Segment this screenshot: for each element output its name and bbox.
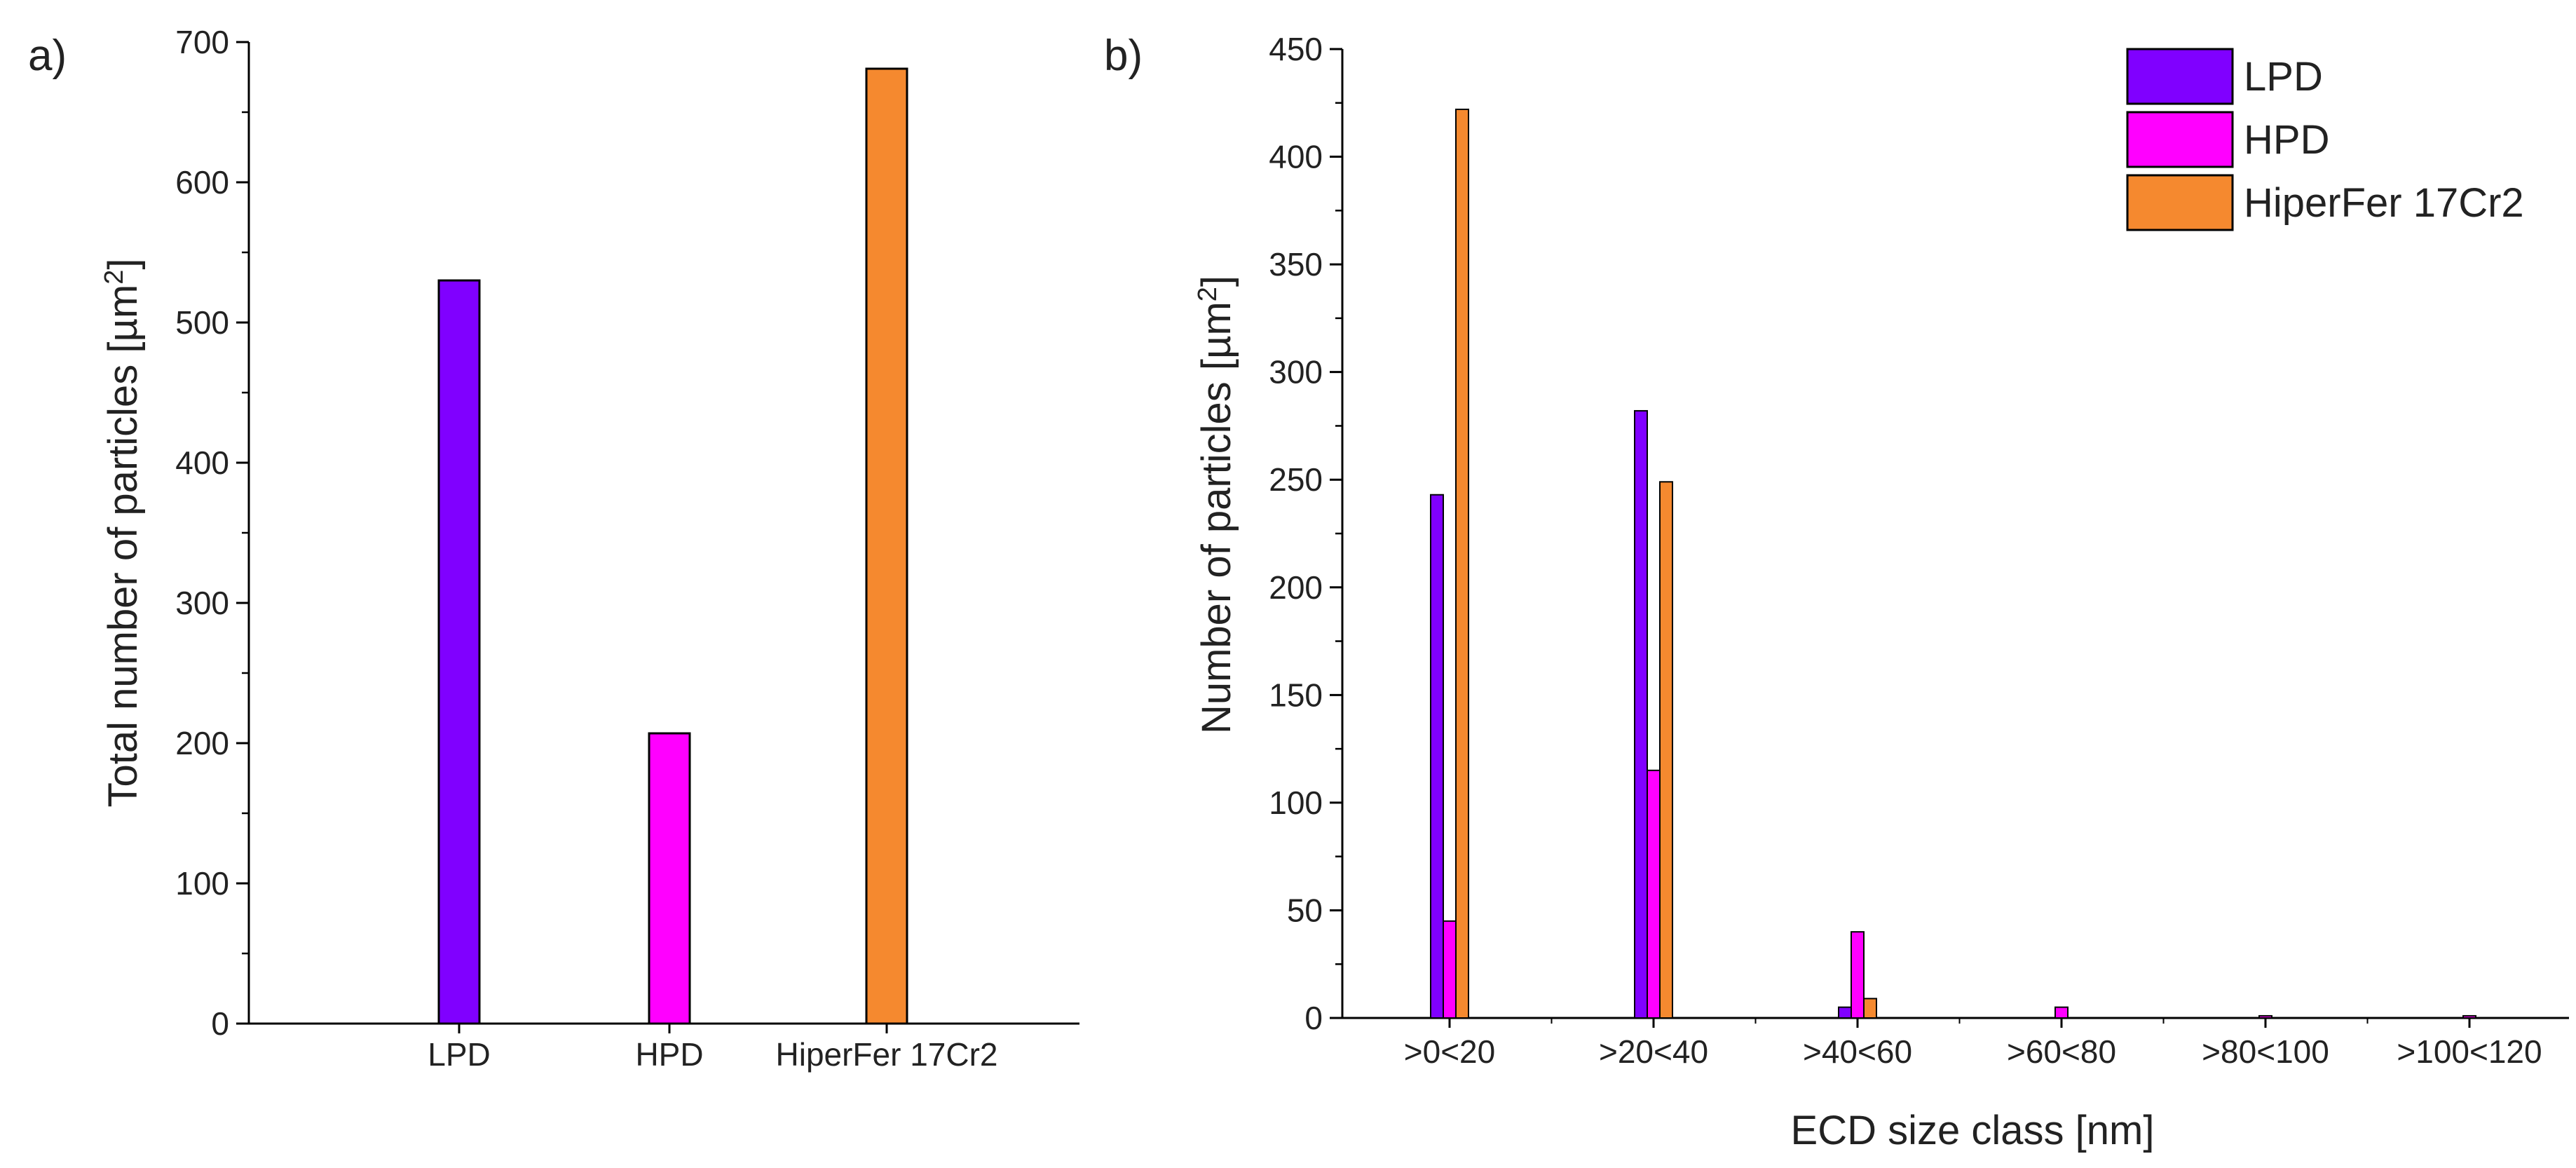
- legend-label-2: HiperFer 17Cr2: [2244, 180, 2524, 226]
- panel-a-x-tick-label: HiperFer 17Cr2: [776, 1036, 998, 1073]
- panel-a-bar-1: [648, 732, 691, 1025]
- panel-a-bar-2: [865, 67, 908, 1025]
- legend-swatch-0: [2126, 48, 2234, 105]
- panel-b-bar-2-1: [1659, 481, 1673, 1019]
- panel-b-bar-1-3: [2054, 1006, 2069, 1019]
- panel-b-label: b): [1104, 32, 1143, 80]
- panel-b-x-tick-label: >80<100: [2202, 1033, 2329, 1070]
- panel-b-x-tick-label: >60<80: [2007, 1033, 2116, 1070]
- panel-a-label: a): [28, 32, 67, 80]
- panel-b-bar-0-0: [1430, 494, 1444, 1019]
- panel-b-bar-2-2: [1863, 998, 1877, 1019]
- panel-b-bar-1-1: [1647, 769, 1661, 1019]
- panel-a-y-tick-label: 0: [211, 1005, 229, 1042]
- panel-a-x-tick-label: HPD: [635, 1036, 703, 1073]
- panel-a-y-tick-label: 500: [175, 304, 229, 341]
- panel-b-y-tick-label: 100: [1269, 785, 1323, 821]
- panel-b-y-tick-label: 250: [1269, 461, 1323, 498]
- legend-label-0: LPD: [2244, 54, 2323, 100]
- legend-swatch-1: [2126, 111, 2234, 168]
- panel-a-y-tick-label: 300: [175, 585, 229, 621]
- panel-b: b) Number of particles [µm2] ECD size cl…: [1104, 31, 2569, 1153]
- legend-label-1: HPD: [2244, 117, 2329, 163]
- panel-b-x-axis-title: ECD size class [nm]: [1791, 1108, 2155, 1153]
- panel-a-bar-0: [437, 279, 481, 1025]
- panel-a-y-tick-label: 600: [175, 164, 229, 201]
- panel-b-bar-1-4: [2258, 1014, 2272, 1019]
- panel-a-y-tick-label: 100: [175, 865, 229, 902]
- panel-b-x-tick-label: >100<120: [2397, 1033, 2542, 1070]
- panel-b-bar-1-0: [1443, 920, 1457, 1019]
- panel-b-x-tick-label: >0<20: [1404, 1033, 1495, 1070]
- panel-a-y-axis-title: Total number of particles [µm2]: [100, 258, 146, 807]
- panel-a-y-tick-label: 400: [175, 444, 229, 481]
- panel-a-y-tick-label: 700: [175, 24, 229, 60]
- panel-b-y-tick-label: 50: [1287, 892, 1323, 928]
- panel-a-y-tick-label: 200: [175, 725, 229, 761]
- panel-b-bar-0-1: [1634, 409, 1648, 1019]
- panel-b-y-tick-label: 200: [1269, 569, 1323, 606]
- panel-b-bar-1-5: [2462, 1014, 2476, 1019]
- panel-b-bar-1-2: [1851, 931, 1865, 1019]
- panel-b-y-tick-label: 300: [1269, 354, 1323, 391]
- panel-b-y-axis-title: Number of particles [µm2]: [1193, 276, 1239, 734]
- panel-b-y-tick-label: 450: [1269, 31, 1323, 67]
- panel-b-y-tick-label: 400: [1269, 139, 1323, 175]
- panel-b-y-tick-label: 150: [1269, 677, 1323, 713]
- panel-b-y-tick-label: 0: [1304, 1000, 1323, 1036]
- panel-b-bar-0-2: [1838, 1006, 1852, 1019]
- panel-b-y-tick-label: 350: [1269, 246, 1323, 283]
- panel-a: a) Total number of particles [µm2] 0 100 2…: [28, 24, 1079, 1073]
- legend-swatch-2: [2126, 174, 2234, 231]
- panel-a-x-tick-label: LPD: [428, 1036, 490, 1073]
- panel-b-x-tick-label: >20<40: [1599, 1033, 1708, 1070]
- panel-b-x-tick-label: >40<60: [1803, 1033, 1912, 1070]
- panel-b-bar-2-0: [1455, 108, 1469, 1019]
